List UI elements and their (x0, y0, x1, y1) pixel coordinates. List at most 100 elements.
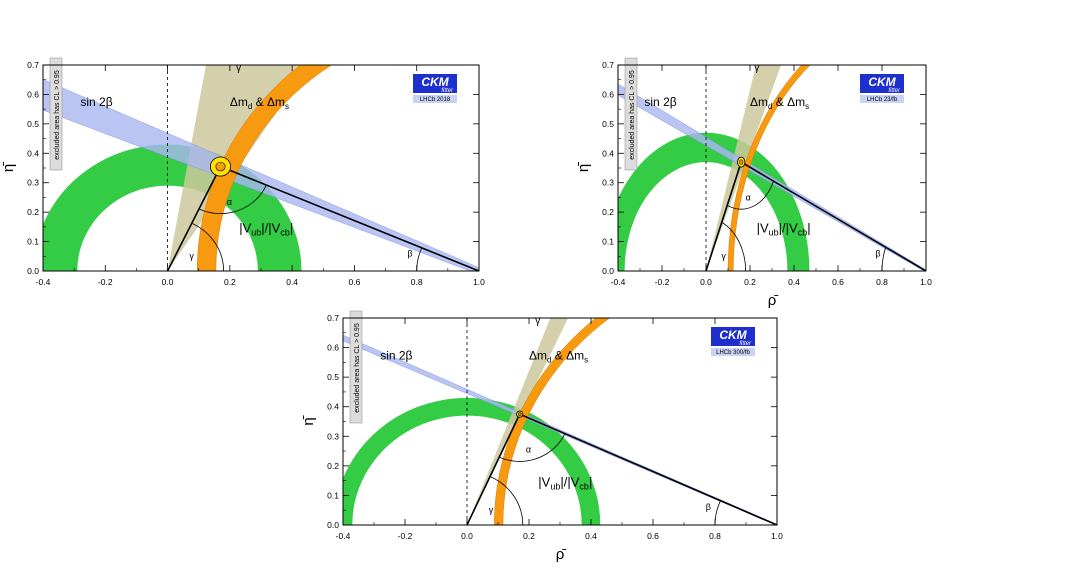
x-axis-label: ρ̄ (556, 546, 567, 563)
x-tick-label: 0.4 (788, 277, 800, 287)
beta-angle-label: β (875, 248, 880, 258)
y-tick-label: 0.7 (602, 60, 614, 70)
vub-vcb-text: |V (757, 221, 769, 236)
y-tick-label: 0.4 (327, 402, 339, 412)
excluded-area-box (624, 57, 638, 171)
alpha-angle-label: α (746, 192, 751, 202)
logo-dataset-box (711, 348, 755, 356)
delta-m-text: & Δm (252, 95, 285, 109)
vub-vcb-subscript: ub (769, 228, 779, 238)
gamma-angle-label: γ (489, 505, 494, 515)
ckmfitter-logo-box (860, 74, 904, 93)
x-tick-label: 0.2 (523, 531, 535, 541)
logo-dataset-box (860, 95, 904, 103)
vub-vcb-text: | (807, 221, 810, 236)
beta-angle-arc (881, 247, 887, 271)
excluded-area-label: excluded area has CL > 0.95 (624, 57, 638, 171)
delta-m-label: Δmd & Δms (750, 95, 809, 111)
plot-area (43, 65, 479, 271)
x-tick-label: 0.0 (162, 277, 174, 287)
y-tick-label: 0.3 (327, 431, 339, 441)
x-tick-label: -0.4 (336, 531, 351, 541)
x-axis-label: ρ̄ (768, 292, 779, 309)
delta-m-subscript: d (547, 355, 551, 364)
ckmfitter-logo-title: CKM (868, 75, 896, 89)
x-tick-label: 0.0 (461, 531, 473, 541)
x-tick-label: 0.4 (585, 531, 597, 541)
apex-contour-68 (517, 412, 522, 416)
y-tick-label: 0.0 (327, 520, 339, 530)
delta-m-subscript: d (248, 102, 252, 111)
y-tick-label: 0.1 (27, 237, 39, 247)
logo-dataset-label: LHCb 300/fb (716, 350, 750, 356)
excluded-area-box (349, 310, 363, 424)
y-tick-label: 0.5 (602, 119, 614, 129)
logo-dataset-box (413, 95, 457, 103)
vub-vcb-subscript: cb (280, 228, 290, 238)
apex-contour-68 (215, 161, 226, 172)
gamma-angle-arc (191, 222, 225, 271)
x-tick-label: 0.6 (349, 277, 361, 287)
ckmfitter-logo-title: CKM (421, 75, 449, 89)
excluded-area-text: excluded area has CL > 0.95 (354, 323, 361, 413)
sin2beta-band-region (618, 83, 926, 271)
alpha-angle-label: α (227, 197, 232, 207)
delta-m-label: Δmd & Δms (230, 95, 289, 111)
y-axis-label: η̄ (575, 162, 592, 172)
gamma-angle-arc (721, 222, 746, 271)
x-tick-label: 0.8 (876, 277, 888, 287)
vub-vcb-subscript: ub (251, 228, 261, 238)
excluded-area-label: excluded area has CL > 0.95 (349, 310, 363, 424)
vub-ring-region (618, 132, 810, 271)
vub-vcb-text: |V (538, 475, 550, 490)
y-tick-label: 0.2 (327, 461, 339, 471)
x-tick-label: 0.6 (647, 531, 659, 541)
y-tick-label: 0.6 (602, 89, 614, 99)
x-tick-label: 0.2 (744, 277, 756, 287)
x-tick-label: 0.0 (700, 277, 712, 287)
y-tick-label: 0.6 (327, 343, 339, 353)
vub-vcb-text: |/|V (779, 221, 798, 236)
vub-vcb-text: |/|V (560, 475, 579, 490)
x-tick-label: 0.8 (411, 277, 423, 287)
vub-vcb-subscript: cb (579, 482, 589, 492)
gamma-angle-label: γ (721, 251, 726, 261)
ut-plot-lhcb-2018: excluded area has CL > 0.95 -0.4 -0.2 0.0 0.… (0, 55, 500, 295)
delta-m-text: Δm (230, 95, 248, 109)
ckmfitter-logo-subtitle: fitter (441, 88, 454, 94)
x-tick-label: -0.2 (98, 277, 113, 287)
ut-plot-lhcb-300fb: excluded area has CL > 0.95 -0.4 -0.2 0.0 0.… (300, 310, 800, 585)
y-axis-label-group: η̄ (0, 162, 17, 172)
vub-vcb-text: |/|V (261, 221, 280, 236)
beta-angle-arc (714, 500, 721, 525)
x-tick-label: 1.0 (920, 277, 932, 287)
y-axis-label: η̄ (300, 415, 317, 425)
gamma-region-label: γ (754, 63, 759, 74)
y-tick-label: 0.7 (327, 313, 339, 323)
delta-m-subscript: s (584, 355, 588, 364)
alpha-angle-arc (499, 433, 566, 462)
ut-plot-lhcb-23fb: excluded area has CL > 0.95 -0.4 -0.2 0.0 0.… (575, 55, 1065, 315)
delta-m-text: Δm (750, 95, 768, 109)
delta-m-ring-region (494, 318, 611, 525)
vub-vcb-label: |Vub|/|Vcb| (538, 475, 592, 492)
y-tick-label: 0.4 (602, 148, 614, 158)
vub-vcb-text: |V (239, 221, 251, 236)
plot-area (343, 318, 777, 525)
alpha-angle-arc (727, 180, 774, 210)
excluded-area-text: excluded area has CL > 0.95 (629, 70, 636, 160)
ut-plot-svg: excluded area has CL > 0.95 -0.4 -0.2 0.0 0.… (300, 310, 783, 563)
delta-m-text: & Δm (772, 95, 805, 109)
sin2beta-label: sin 2β (80, 95, 112, 109)
y-tick-label: 0.3 (27, 178, 39, 188)
alpha-angle-arc (198, 184, 267, 215)
gamma-region-label: γ (236, 63, 241, 74)
beta-angle-label: β (407, 248, 412, 258)
x-tick-label: -0.2 (398, 531, 413, 541)
vub-vcb-text: | (589, 475, 592, 490)
excluded-area-text: excluded area has CL > 0.95 (54, 70, 61, 160)
delta-m-label: Δmd & Δms (529, 348, 588, 364)
y-tick-label: 0.3 (602, 178, 614, 188)
y-tick-label: 0.4 (27, 148, 39, 158)
y-tick-label: 0.5 (327, 372, 339, 382)
